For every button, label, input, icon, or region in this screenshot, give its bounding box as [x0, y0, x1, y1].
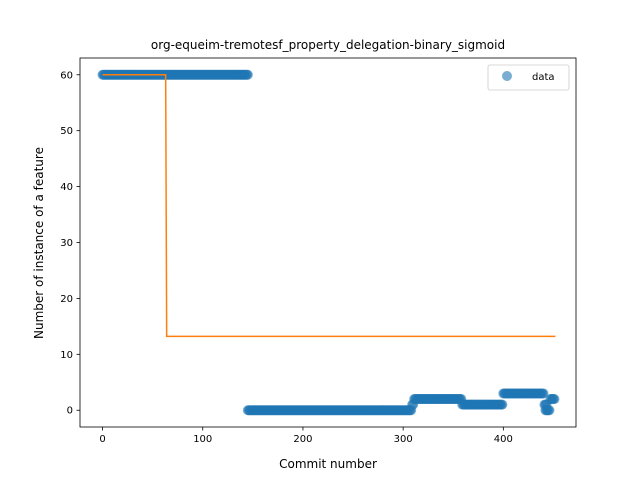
x-tick-label: 400 [494, 434, 513, 445]
x-tick-label: 200 [293, 434, 312, 445]
x-tick-label: 300 [394, 434, 413, 445]
chart-marks [97, 69, 560, 416]
y-tick-label: 10 [60, 350, 73, 361]
fit-line [102, 74, 556, 338]
data-point [497, 399, 508, 410]
legend-box [487, 64, 570, 91]
data-point [544, 405, 555, 416]
x-tick-label: 100 [193, 434, 212, 445]
legend-label-data: data [532, 72, 555, 83]
data-point [538, 388, 549, 399]
y-tick-label: 50 [60, 126, 73, 137]
y-tick-label: 20 [60, 294, 73, 305]
data-point [242, 69, 253, 80]
x-axis-label: Commit number [279, 457, 377, 471]
y-tick-label: 0 [67, 406, 73, 417]
y-tick-label: 30 [60, 238, 73, 249]
legend-marker-data [502, 71, 512, 81]
y-axis-label: Number of instance of a feature [32, 147, 46, 339]
data-point [549, 394, 560, 405]
legend: data [487, 64, 570, 91]
x-tick-label: 0 [99, 434, 105, 445]
y-tick-label: 60 [60, 70, 73, 81]
y-tick-label: 40 [60, 182, 73, 193]
chart-title: org-equeim-tremotesf_property_delegation… [151, 38, 505, 52]
axis-ticks: 0 100 200 300 400 0 10 20 30 40 50 60 [60, 70, 513, 445]
